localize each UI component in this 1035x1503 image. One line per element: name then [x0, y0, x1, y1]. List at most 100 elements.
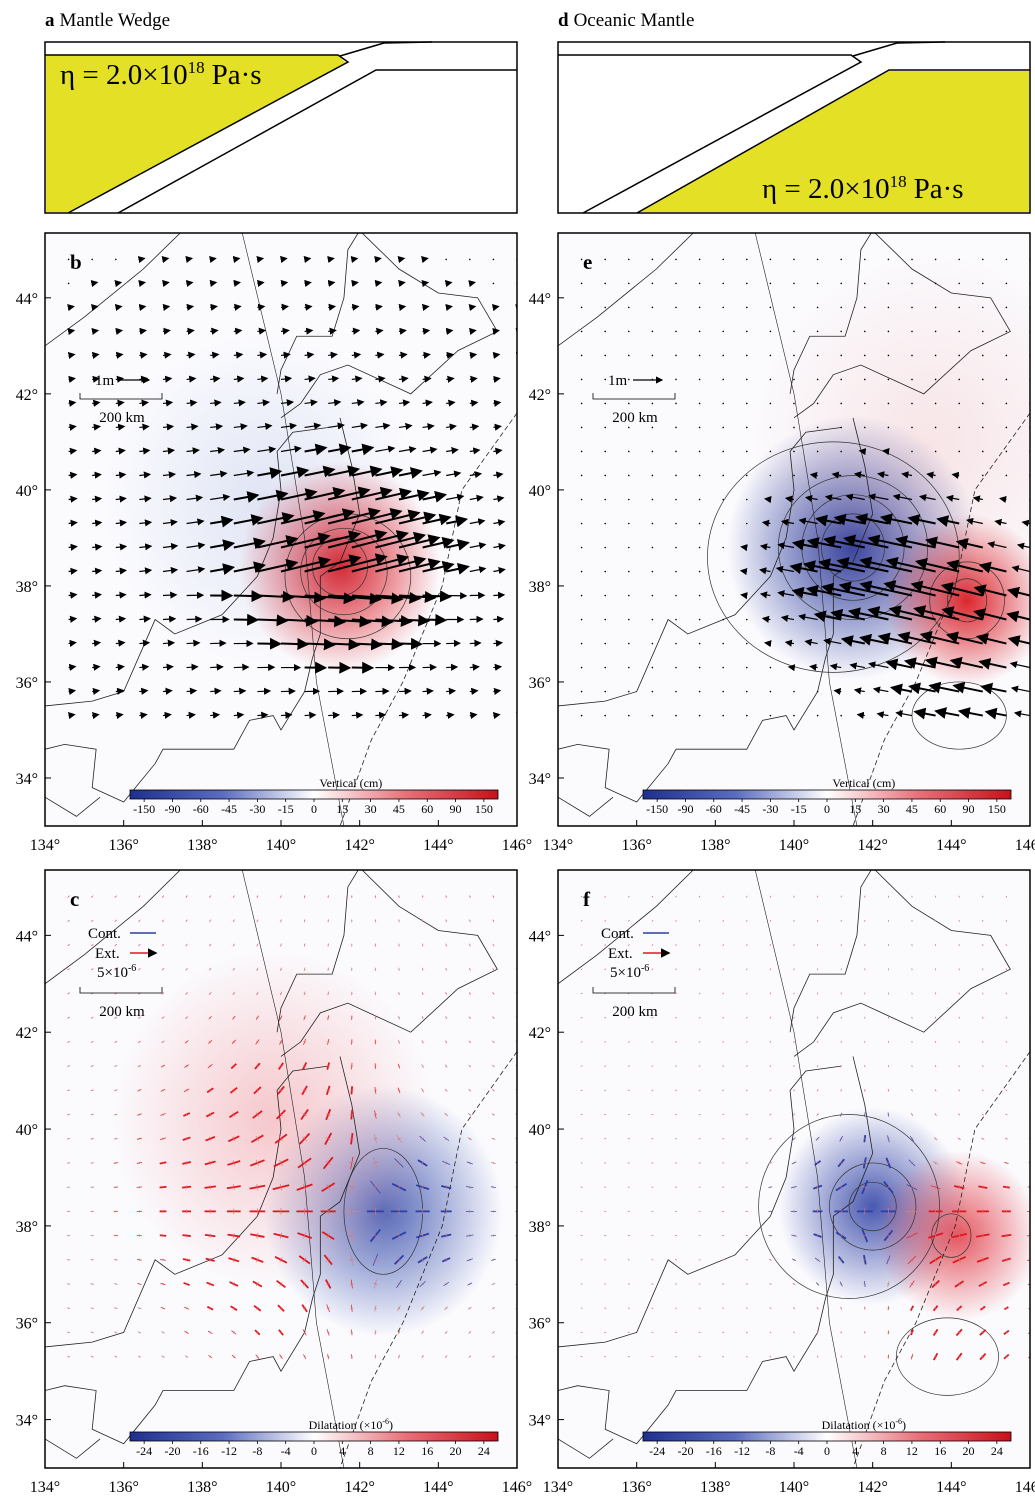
- vector-dot: [652, 499, 654, 501]
- strain-axis: [652, 921, 653, 922]
- vector-dot: [911, 331, 913, 333]
- lon-label: 138°: [187, 837, 217, 854]
- vector-dot: [722, 643, 724, 645]
- vector-dot: [699, 619, 701, 621]
- vector-dot: [746, 259, 748, 261]
- lat-label: 34°: [16, 1413, 38, 1430]
- vector-dot: [628, 475, 630, 477]
- displacement-vector: [517, 643, 524, 644]
- lat-label: 36°: [16, 675, 38, 692]
- vector-dot: [675, 427, 677, 429]
- lon-label: 144°: [423, 837, 453, 854]
- displacement-vector: [423, 596, 450, 597]
- vector-dot: [699, 331, 701, 333]
- vector-dot: [675, 571, 677, 573]
- vector-dot: [722, 499, 724, 501]
- lon-label: 140°: [779, 837, 809, 854]
- vector-dot: [982, 427, 984, 429]
- vector-dot: [581, 283, 583, 285]
- displacement-vector: [281, 691, 295, 692]
- vector-dot: [840, 283, 842, 285]
- vector-dot: [604, 307, 606, 309]
- lon-label: 142°: [857, 837, 887, 854]
- strain-axis: [676, 921, 677, 922]
- vector-dot: [958, 259, 960, 261]
- colorbar-tick-label: 24: [991, 1444, 1003, 1458]
- colorbar-tick-label: -16: [193, 1444, 209, 1458]
- vector-dot: [888, 283, 890, 285]
- colorbar-tick-label: -60: [706, 802, 722, 816]
- vector-dot: [628, 307, 630, 309]
- displacement-vector: [883, 451, 888, 452]
- vector-dot: [793, 451, 795, 453]
- lon-label: 134°: [543, 1479, 573, 1496]
- strain-axis: [493, 896, 494, 897]
- vector-dot: [840, 403, 842, 405]
- displacement-vector: [493, 643, 502, 644]
- vector-dot: [817, 283, 819, 285]
- vector-dot: [982, 403, 984, 405]
- vector-dot: [1006, 379, 1008, 381]
- displacement-vector: [517, 354, 522, 355]
- strain-axis: [770, 1138, 771, 1139]
- vector-dot: [770, 715, 772, 717]
- vector-dot: [675, 523, 677, 525]
- strain-axis: [747, 1090, 748, 1091]
- vector-dot: [958, 403, 960, 405]
- vector-dot: [581, 379, 583, 381]
- vector-dot: [652, 355, 654, 357]
- displacement-vector: [517, 330, 522, 331]
- displacement-vector: [517, 378, 523, 379]
- strain-axis: [770, 1284, 771, 1285]
- vector-dot: [652, 307, 654, 309]
- vector-dot: [68, 283, 70, 285]
- displacement-vector: [399, 644, 421, 645]
- colorbar-tick-label: -12: [734, 1444, 750, 1458]
- colorbar-tick-label: -15: [278, 802, 294, 816]
- strain-axis: [676, 969, 677, 970]
- vector-dot: [746, 283, 748, 285]
- vector-dot: [864, 379, 866, 381]
- lat-label: 36°: [529, 675, 551, 692]
- vector-dot: [935, 307, 937, 309]
- strain-axis: [794, 1090, 795, 1091]
- strain-axis: [770, 1356, 771, 1357]
- vector-dot: [581, 667, 583, 669]
- displacement-vector: [375, 644, 401, 645]
- vector-dot: [746, 499, 748, 501]
- colorbar-tick-label: 0: [311, 1444, 317, 1458]
- displacement-vector: [163, 619, 175, 620]
- vector-dot: [604, 259, 606, 261]
- strain-axis: [605, 896, 606, 897]
- vector-dot: [628, 667, 630, 669]
- vector-dot: [699, 451, 701, 453]
- strain-axis: [605, 945, 606, 946]
- vector-dot: [581, 619, 583, 621]
- colorbar-tick-label: 45: [906, 802, 918, 816]
- displacement-vector: [741, 571, 747, 572]
- colorbar-tick-label: 8: [881, 1444, 887, 1458]
- vector-dot: [746, 403, 748, 405]
- strain-axis: [652, 969, 653, 970]
- vector-dot: [1006, 283, 1008, 285]
- vector-scale-label: 1m: [95, 373, 115, 389]
- strain-axis: [770, 1090, 771, 1091]
- strain-axis: [935, 1090, 936, 1091]
- vector-dot: [1006, 427, 1008, 429]
- displacement-vector: [517, 498, 525, 499]
- strain-axis: [629, 896, 630, 897]
- vector-dot: [911, 427, 913, 429]
- vector-dot: [722, 715, 724, 717]
- contraction-label: Cont.: [88, 926, 121, 942]
- lon-label: 136°: [621, 837, 651, 854]
- displacement-vector: [375, 715, 385, 716]
- vector-dot: [699, 667, 701, 669]
- vector-dot: [982, 283, 984, 285]
- vector-dot: [840, 715, 842, 717]
- vector-dot: [770, 307, 772, 309]
- vector-dot: [628, 715, 630, 717]
- colorbar-tick-label: 90: [450, 802, 462, 816]
- vector-dot: [675, 331, 677, 333]
